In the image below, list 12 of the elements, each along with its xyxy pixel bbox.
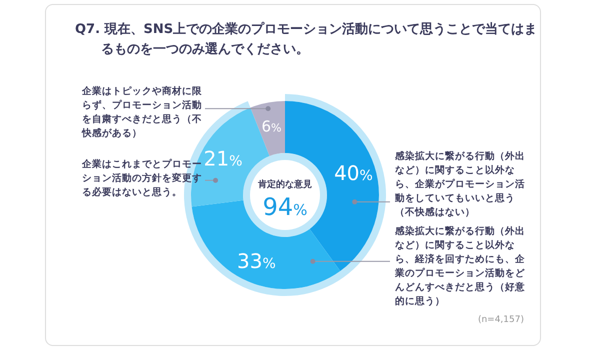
text: 94%: [262, 193, 308, 221]
slice-label: 感染拡大に繋がる行動（外出など）に関すること以外なら、経済を回すためにも、企業のプロモーション活動をどんどんすべきだと思う（好意的に思う）: [395, 225, 525, 309]
data-label: 40%: [334, 160, 373, 185]
slice-label: 企業はトピックや商材に限らず、プロモーション活動を自粛すべきだと思う（不快感がある）: [82, 85, 202, 141]
data-label: 33%: [237, 249, 276, 274]
text: (n=4,157): [478, 315, 524, 325]
text: 肯定的な意見: [257, 179, 312, 190]
slice-label: 感染拡大に繋がる行動（外出など）に関すること以外なら、企業がプロモーション活動をしていてもいいと思う（不快感はない）: [395, 150, 525, 220]
slice-label: 企業はこれまでとプロモーション活動の方針を変更する必要はないと思う。: [82, 158, 202, 200]
data-label: 21%: [204, 146, 242, 170]
data-label: 6%: [262, 117, 282, 136]
chart-title: Q7. 現在、SNS上での企業のプロモーション活動について思うことで当てはまるものを一つのみ選んでください。: [75, 20, 538, 59]
